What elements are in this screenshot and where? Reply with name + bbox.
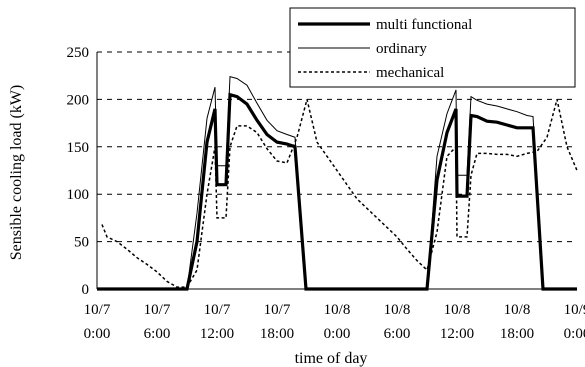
series-line-mechanical — [101, 99, 578, 288]
x-tick-label-time: 0:00 — [324, 326, 351, 342]
x-tick-label-time: 18:00 — [500, 326, 534, 342]
x-axis-label: time of day — [295, 350, 368, 367]
x-tick-label-time: 0:00 — [84, 326, 111, 342]
series-line-ordinary — [97, 75, 577, 290]
x-tick-label-date: 10/7 — [84, 302, 111, 318]
x-tick-label-time: 12:00 — [440, 326, 474, 342]
y-tick-label: 100 — [67, 187, 90, 203]
legend-box — [289, 7, 576, 88]
x-tick-label-date: 10/9 — [564, 302, 585, 318]
y-tick-label: 250 — [67, 45, 90, 61]
y-axis-label: Sensible cooling load (kW) — [8, 85, 25, 261]
x-tick-label-date: 10/7 — [144, 302, 171, 318]
y-tick-label: 150 — [67, 140, 90, 156]
x-tick-label-time: 6:00 — [384, 326, 411, 342]
y-tick-label: 200 — [67, 92, 90, 108]
legend-label-mechanical: mechanical — [376, 65, 444, 81]
x-tick-labels: 10/7 0:00 10/7 6:00 10/7 12:00 10/7 18:00 10/8 0:… — [84, 302, 585, 342]
x-tick-label-date: 10/8 — [504, 302, 531, 318]
y-tick-label: 50 — [74, 235, 89, 251]
series-line-multi-functional — [97, 92, 577, 291]
x-tick-label-time: 18:00 — [260, 326, 294, 342]
legend-label-ordinary: ordinary — [376, 41, 427, 57]
x-tick-label-time: 0:00 — [564, 326, 585, 342]
x-tick-label-date: 10/7 — [264, 302, 291, 318]
x-tick-label-date: 10/8 — [324, 302, 351, 318]
x-tick-label-date: 10/8 — [444, 302, 471, 318]
y-tick-label: 0 — [82, 282, 90, 298]
legend-label-multi-functional: multi functional — [376, 17, 472, 33]
series-lines — [97, 75, 578, 291]
x-tick-label-date: 10/8 — [384, 302, 411, 318]
x-tick-label-time: 12:00 — [200, 326, 234, 342]
x-tick-label-time: 6:00 — [144, 326, 171, 342]
legend: multi functional ordinary mechanical — [289, 7, 576, 88]
x-tick-label-date: 10/7 — [204, 302, 231, 318]
y-tick-labels: 0 50 100 150 200 250 — [67, 45, 90, 298]
